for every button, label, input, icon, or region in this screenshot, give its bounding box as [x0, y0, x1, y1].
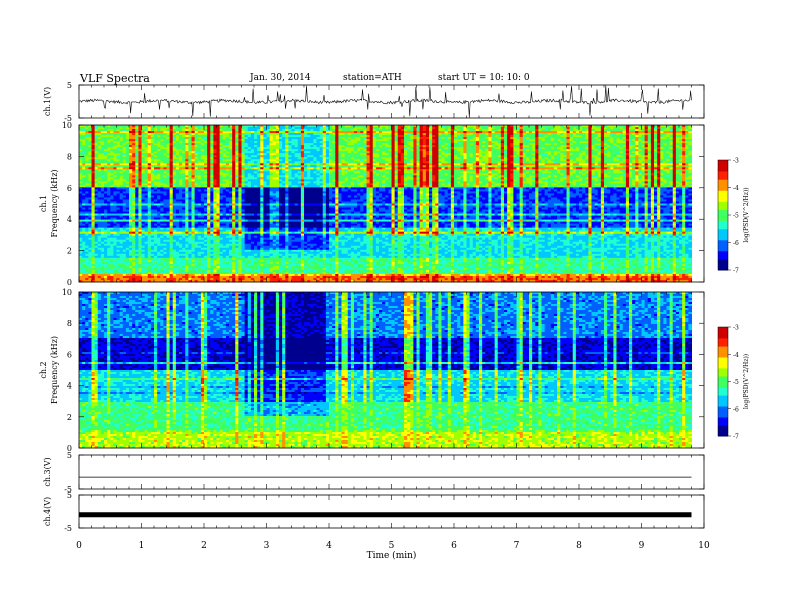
y-tick-label-0: 5: [67, 81, 72, 90]
y-axis-label-0: ch.1(V): [43, 87, 52, 116]
vlf-spectra-figure: 5-5ch.1(V)0246810ch.1 Frequency (kHz)-3-4…: [0, 0, 792, 612]
ch1-spectrogram-cells: [79, 125, 692, 283]
ch1-waveform-trace: [79, 86, 692, 118]
